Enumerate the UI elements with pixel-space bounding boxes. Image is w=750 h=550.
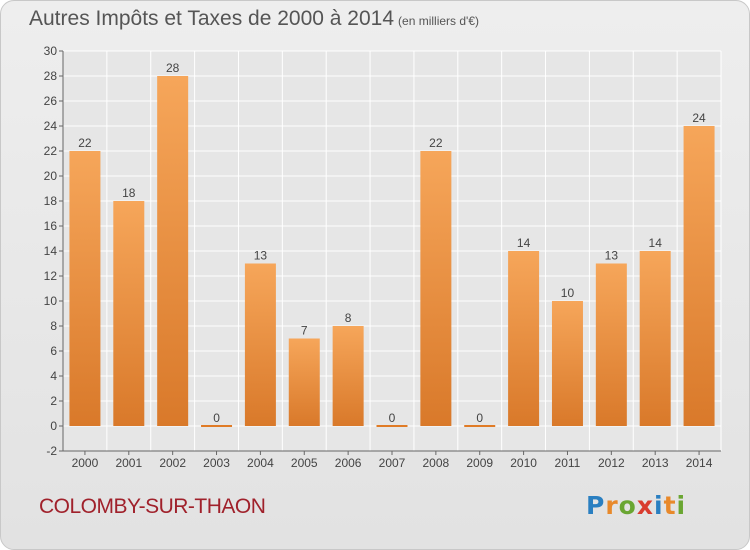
data-label: 0 — [213, 411, 220, 425]
x-tick-label: 2013 — [642, 456, 669, 470]
city-name: COLOMBY-SUR-THAON — [39, 495, 266, 518]
data-label: 22 — [78, 136, 92, 150]
bar — [69, 151, 101, 426]
bar — [201, 425, 233, 427]
bar — [332, 326, 364, 426]
x-tick-label: 2001 — [115, 456, 142, 470]
y-tick-label: 28 — [44, 69, 58, 83]
data-label: 18 — [122, 186, 136, 200]
y-tick-label: 0 — [50, 419, 57, 433]
data-label: 22 — [429, 136, 443, 150]
bar — [464, 425, 496, 427]
bar — [376, 425, 408, 427]
x-tick-label: 2004 — [247, 456, 274, 470]
title-text: Autres Impôts et Taxes de 2000 à 2014 — [29, 7, 395, 30]
labels: 22 18 28 0 13 7 8 0 22 0 14 10 13 14 24 — [78, 61, 706, 425]
data-label: 28 — [166, 61, 180, 75]
bar — [683, 126, 715, 426]
x-tick-label: 2009 — [466, 456, 493, 470]
y-tick-label: 20 — [44, 169, 58, 183]
bar — [288, 338, 320, 426]
x-tick-label: 2011 — [555, 456, 581, 470]
y-tick-label: 22 — [44, 144, 58, 158]
x-tick-label: 2000 — [72, 456, 99, 470]
y-tick-label: 18 — [44, 194, 58, 208]
title-unit: (en milliers d'€) — [398, 14, 480, 28]
y-tick-label: 24 — [44, 119, 58, 133]
y-tick-label: 30 — [44, 44, 58, 58]
x-tick-label: 2007 — [379, 456, 406, 470]
bar — [157, 76, 189, 426]
y-tick-label: 6 — [50, 344, 57, 358]
bar — [420, 151, 452, 426]
x-tick-label: 2005 — [291, 456, 318, 470]
logo-letter: i — [654, 491, 664, 520]
y-tick-label: 14 — [44, 244, 58, 258]
bar — [113, 201, 145, 426]
bar — [244, 263, 276, 426]
x-tick-label: 2003 — [203, 456, 230, 470]
y-tick-label: -2 — [46, 444, 57, 458]
data-label: 13 — [605, 249, 619, 263]
logo-letter: r — [605, 491, 619, 520]
y-tick-label: 4 — [50, 369, 57, 383]
logo-letter: t — [663, 491, 677, 520]
x-tick-label: 2010 — [510, 456, 537, 470]
proxiti-logo: Proxiti — [586, 491, 686, 520]
data-label: 13 — [254, 249, 268, 263]
x-tick-label: 2008 — [423, 456, 450, 470]
x-tick-label: 2014 — [686, 456, 713, 470]
x-tick-label: 2006 — [335, 456, 362, 470]
logo-letter: x — [636, 491, 654, 520]
data-label: 0 — [476, 411, 483, 425]
chart-title: Autres Impôts et Taxes de 2000 à 2014 (en… — [29, 7, 479, 31]
y-tick-label: 12 — [44, 269, 58, 283]
data-label: 8 — [345, 311, 352, 325]
bar — [595, 263, 627, 426]
data-label: 7 — [301, 324, 308, 338]
bar — [639, 251, 671, 426]
logo-letter: o — [618, 491, 637, 520]
logo-letter: P — [586, 491, 606, 520]
logo-letter: i — [676, 491, 687, 520]
y-tick-label: 8 — [50, 319, 57, 333]
y-tick-label: 10 — [44, 294, 58, 308]
y-tick-label: 2 — [50, 394, 57, 408]
bar — [551, 301, 583, 426]
data-label: 14 — [517, 236, 531, 250]
y-tick-label: 26 — [44, 94, 58, 108]
data-label: 24 — [692, 111, 706, 125]
data-label: 14 — [649, 236, 663, 250]
x-tick-label: 2002 — [159, 456, 186, 470]
bars — [69, 76, 715, 427]
bar — [508, 251, 540, 426]
x-tick-label: 2012 — [598, 456, 625, 470]
data-label: 0 — [389, 411, 396, 425]
data-label: 10 — [561, 286, 575, 300]
y-tick-label: 16 — [44, 219, 58, 233]
